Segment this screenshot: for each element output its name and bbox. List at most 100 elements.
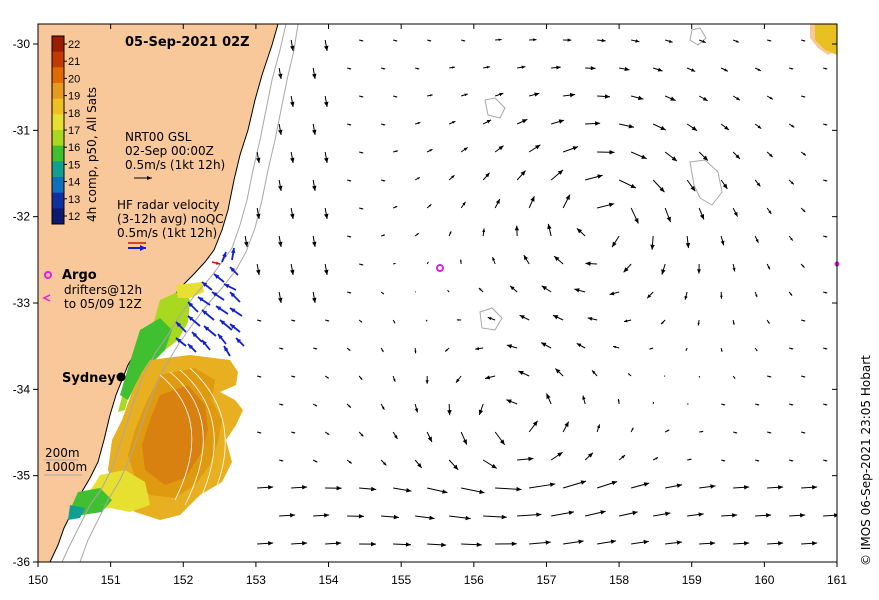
- colorbar-swatch: [52, 83, 64, 100]
- hf-radar-arrow: [191, 331, 203, 343]
- colorbar-tick-label: 16: [68, 142, 80, 154]
- model-current-arrow: [631, 39, 640, 43]
- model-current-arrow: [664, 39, 673, 43]
- model-current-arrow: [324, 207, 329, 220]
- model-current-arrow: [720, 179, 728, 190]
- model-current-arrow: [732, 375, 736, 379]
- colorbar-swatch: [52, 145, 64, 162]
- model-current-arrow: [631, 482, 650, 489]
- model-current-arrow: [697, 263, 701, 274]
- model-current-arrow: [414, 232, 420, 237]
- model-current-arrow: [665, 483, 683, 489]
- model-current-arrow: [483, 65, 491, 69]
- model-current-arrow: [687, 512, 704, 517]
- model-current-arrow: [630, 427, 634, 433]
- model-current-arrow: [256, 207, 261, 220]
- model-current-arrow: [346, 347, 351, 352]
- model-current-arrow: [425, 319, 428, 322]
- model-current-arrow: [766, 263, 771, 270]
- model-current-arrow: [495, 541, 517, 547]
- x-tick-label: 158: [609, 573, 629, 587]
- model-current-arrow: [721, 513, 738, 518]
- model-current-arrow: [733, 431, 738, 434]
- model-current-arrow: [766, 95, 774, 100]
- sst-colorbar: 22 21 20 19 18 17 16 15 14 13 12: [51, 35, 80, 225]
- radar-subtitle: (3-12h avg) noQC: [117, 212, 224, 226]
- model-current-arrow: [801, 485, 818, 490]
- model-current-arrow: [313, 347, 318, 350]
- model-current-arrow: [823, 347, 828, 350]
- hf-radar-arrow: [229, 266, 239, 276]
- model-current-arrow: [720, 123, 730, 131]
- depth-legend-1000: 1000m: [45, 460, 87, 474]
- model-current-arrow: [732, 207, 738, 217]
- model-current-arrow: [801, 375, 806, 378]
- model-current-arrow: [290, 207, 295, 220]
- model-scale: 0.5m/s (1kt 12h): [125, 158, 225, 172]
- hf-radar-arrow: [175, 337, 187, 347]
- model-current-arrow: [528, 144, 541, 153]
- model-current-arrow: [278, 235, 283, 248]
- model-current-arrow: [823, 513, 837, 518]
- model-current-arrow: [347, 123, 352, 126]
- model-current-arrow: [449, 66, 455, 69]
- model-current-arrow: [617, 398, 620, 405]
- model-current-arrow: [552, 314, 564, 321]
- model-current-arrow: [359, 39, 364, 42]
- colorbar-tick-label: 22: [68, 39, 80, 51]
- model-current-arrow: [597, 38, 606, 43]
- x-axis: 150 151 152 153 154 155 156 157 158 159 160 161: [28, 24, 847, 587]
- model-current-arrow: [755, 513, 772, 518]
- model-current-arrow: [312, 291, 317, 304]
- model-current-arrow: [381, 123, 386, 126]
- model-current-arrow: [630, 151, 647, 160]
- hf-radar-arrow: [229, 291, 241, 303]
- model-current-arrow: [414, 347, 417, 354]
- model-current-arrow: [461, 39, 466, 42]
- model-current-arrow: [528, 196, 535, 209]
- model-current-arrow: [279, 403, 284, 406]
- model-current-arrow: [587, 316, 598, 321]
- model-current-arrow: [789, 403, 794, 406]
- model-current-arrow: [732, 39, 740, 43]
- model-current-arrow: [478, 287, 484, 293]
- model-current-arrow: [698, 375, 701, 378]
- model-current-arrow: [393, 150, 398, 153]
- model-current-arrow: [823, 403, 828, 406]
- model-current-arrow: [380, 459, 387, 466]
- model-current-arrow: [460, 147, 468, 153]
- model-current-arrow: [698, 95, 708, 102]
- model-current-arrow: [447, 403, 452, 416]
- model-current-arrow: [516, 118, 528, 125]
- model-current-arrow: [733, 541, 750, 546]
- y-tick-label: -31: [13, 123, 31, 137]
- model-current-arrow: [449, 515, 471, 521]
- model-current-arrow: [664, 207, 672, 223]
- model-current-arrow: [448, 120, 456, 125]
- map-title: 05-Sep-2021 02Z: [125, 35, 250, 50]
- model-current-arrow: [652, 179, 665, 193]
- model-current-arrow: [414, 459, 423, 469]
- sydney-marker: [116, 372, 126, 382]
- model-current-arrow: [482, 119, 492, 125]
- colorbar-swatch: [52, 130, 64, 147]
- model-current-arrow: [347, 67, 352, 70]
- model-current-arrow: [257, 375, 262, 378]
- hf-radar-arrow: [221, 251, 227, 263]
- x-tick-label: 160: [754, 573, 774, 587]
- model-current-arrow: [801, 319, 806, 322]
- model-current-arrow: [392, 431, 398, 440]
- model-current-arrow: [478, 403, 484, 416]
- colorbar-tick-label: 21: [68, 56, 80, 68]
- model-current-arrow: [789, 347, 794, 350]
- model-current-arrow: [612, 345, 620, 349]
- model-current-arrow: [426, 204, 432, 209]
- model-current-arrow: [325, 485, 342, 491]
- model-current-arrow: [495, 38, 502, 42]
- model-current-arrow: [461, 487, 485, 494]
- model-date: 02-Sep 00:00Z: [125, 144, 214, 158]
- model-current-arrow: [697, 319, 700, 326]
- model-current-arrow: [359, 486, 377, 492]
- model-current-arrow: [687, 458, 692, 461]
- model-current-arrow: [290, 263, 295, 276]
